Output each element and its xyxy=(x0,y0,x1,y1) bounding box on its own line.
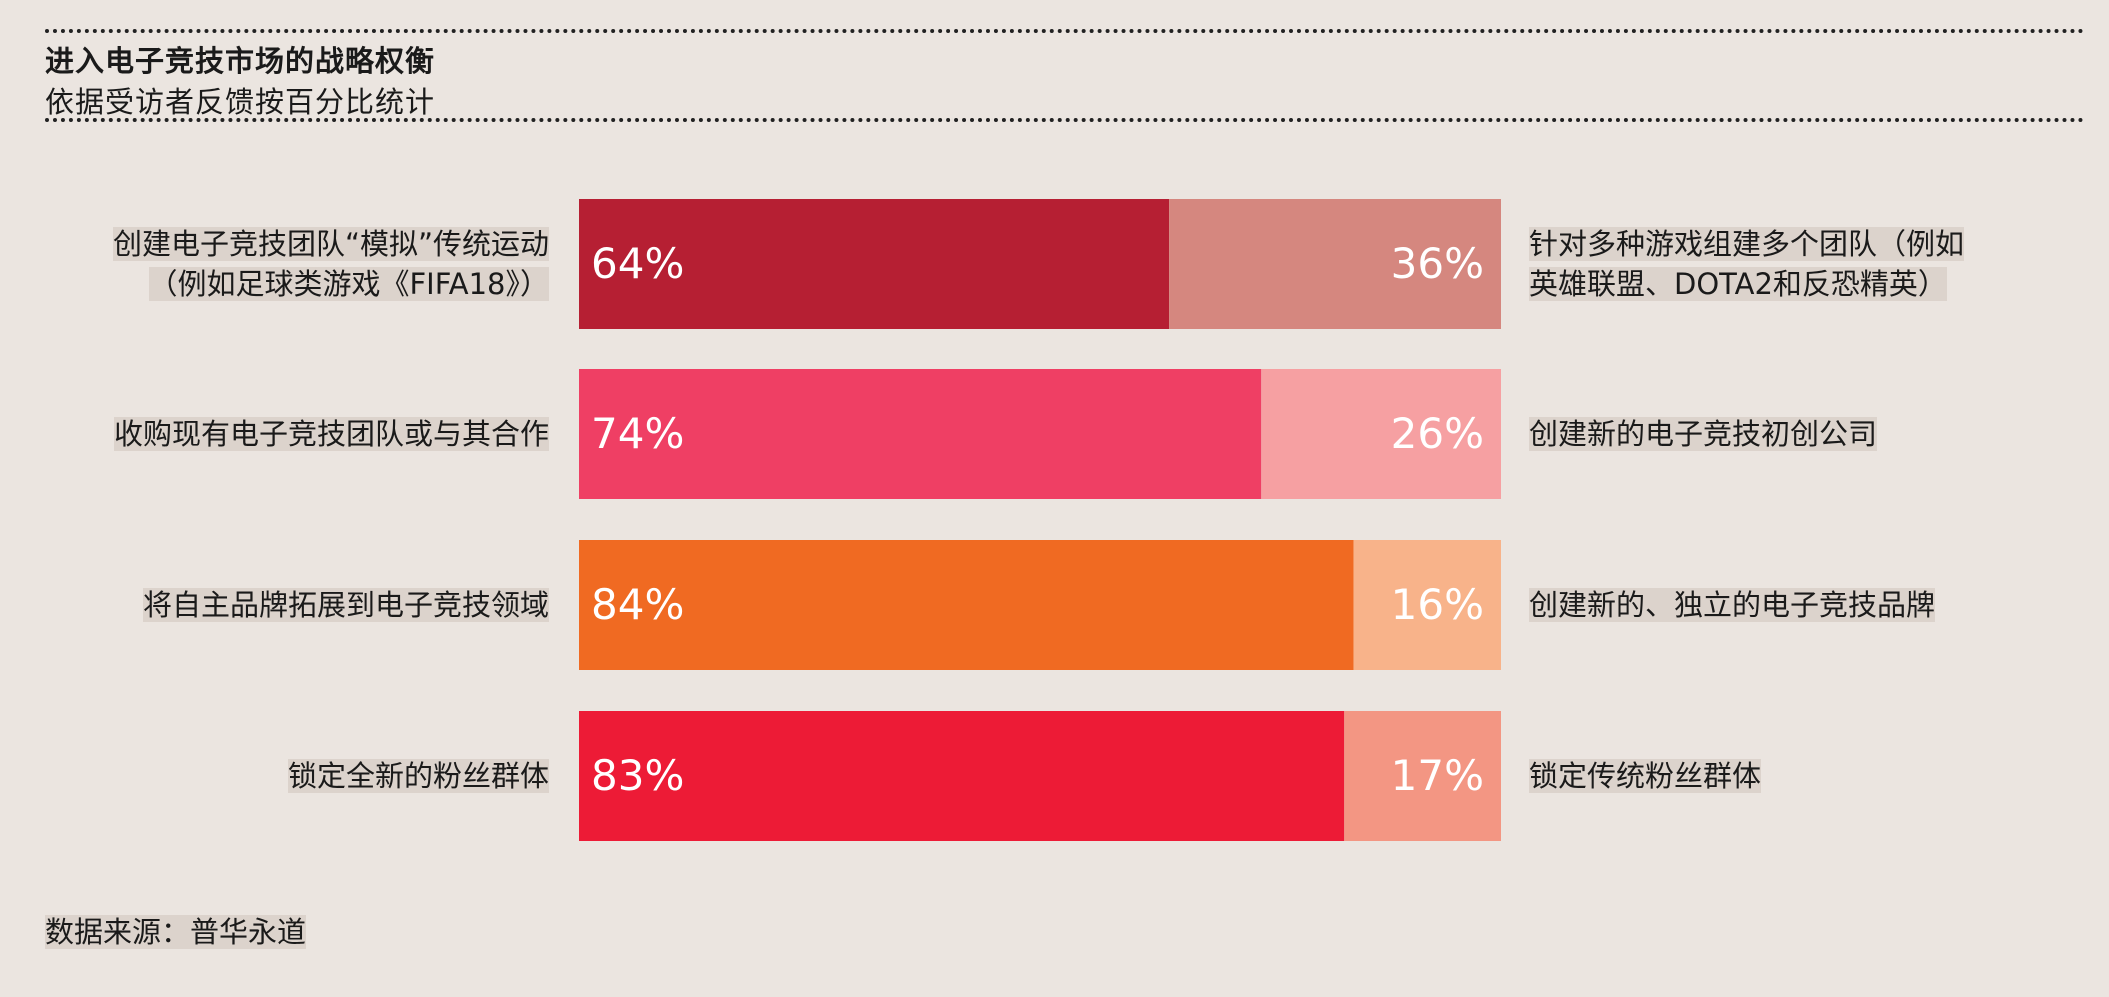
top-dotted-rule xyxy=(45,29,2085,33)
row-label-left-line: 创建电子竞技团队“模拟”传统运动 xyxy=(112,227,549,261)
row-label-left-line: 收购现有电子竞技团队或与其合作 xyxy=(113,417,549,451)
value-label-right-2: 26% xyxy=(1391,409,1484,458)
row-label-right-2: 创建新的电子竞技初创公司 xyxy=(1529,414,2069,454)
bar-right-1 xyxy=(1169,199,1501,329)
row-label-left-1: 创建电子竞技团队“模拟”传统运动 （例如足球类游戏《FIFA18》） xyxy=(29,224,549,304)
data-source: 数据来源：普华永道 xyxy=(45,909,307,951)
row-label-right-4: 锁定传统粉丝群体 xyxy=(1529,756,2069,796)
bar-left-4 xyxy=(579,711,1345,841)
bar-left-2 xyxy=(579,369,1262,499)
row-label-right-3: 创建新的、独立的电子竞技品牌 xyxy=(1529,585,2069,625)
row-label-right-line: 针对多种游戏组建多个团队（例如 xyxy=(1529,227,1965,261)
bar-right-3 xyxy=(1353,540,1501,670)
value-label-right-3: 16% xyxy=(1391,580,1484,629)
row-label-left-3: 将自主品牌拓展到电子竞技领域 xyxy=(29,585,549,625)
row-label-right-line: 创建新的电子竞技初创公司 xyxy=(1529,417,1878,451)
bar-right-4 xyxy=(1344,711,1501,841)
value-label-left-3: 84% xyxy=(591,580,684,629)
row-label-left-line: 锁定全新的粉丝群体 xyxy=(287,759,549,793)
bar-left-3 xyxy=(579,540,1354,670)
bar-left-1 xyxy=(579,199,1170,329)
row-label-right-line: 英雄联盟、DOTA2和反恐精英） xyxy=(1529,267,1947,301)
row-label-left-4: 锁定全新的粉丝群体 xyxy=(29,756,549,796)
row-label-right-line: 创建新的、独立的电子竞技品牌 xyxy=(1529,588,1936,622)
chart-subtitle: 依据受访者反馈按百分比统计 xyxy=(45,85,436,119)
chart-title: 进入电子竞技市场的战略权衡 xyxy=(45,44,436,78)
value-label-left-1: 64% xyxy=(591,239,684,288)
row-label-left-2: 收购现有电子竞技团队或与其合作 xyxy=(29,414,549,454)
row-label-left-line: 将自主品牌拓展到电子竞技领域 xyxy=(142,588,549,622)
bar-right-2 xyxy=(1261,369,1501,499)
row-label-right-1: 针对多种游戏组建多个团队（例如 英雄联盟、DOTA2和反恐精英） xyxy=(1529,224,2069,304)
header-dotted-rule xyxy=(45,118,2085,122)
value-label-left-4: 83% xyxy=(591,751,684,800)
row-label-left-line: （例如足球类游戏《FIFA18》） xyxy=(148,267,549,301)
row-label-right-line: 锁定传统粉丝群体 xyxy=(1529,759,1762,793)
value-label-left-2: 74% xyxy=(591,409,684,458)
value-label-right-4: 17% xyxy=(1391,751,1484,800)
value-label-right-1: 36% xyxy=(1391,239,1484,288)
source-text: 数据来源：普华永道 xyxy=(45,915,307,949)
